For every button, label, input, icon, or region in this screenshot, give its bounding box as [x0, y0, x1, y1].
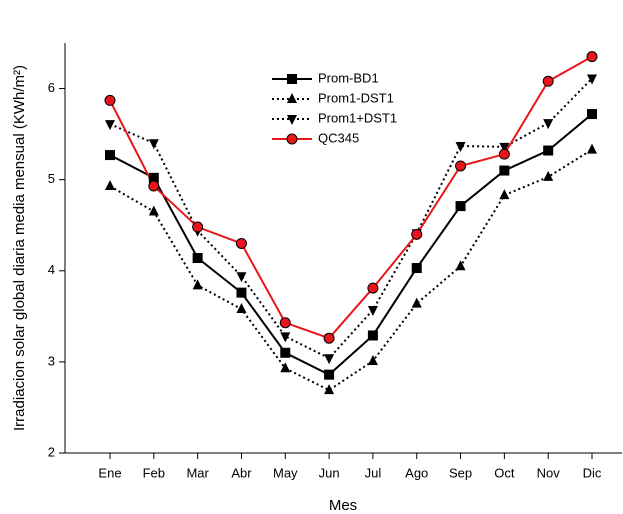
marker	[287, 74, 297, 84]
marker	[367, 282, 379, 294]
legend-label: QC345	[318, 130, 359, 145]
marker	[455, 141, 466, 152]
x-tick-label: May	[273, 465, 298, 480]
y-tick-label: 2	[48, 444, 55, 459]
marker	[587, 74, 597, 85]
y-tick-label: 5	[48, 171, 55, 186]
marker	[105, 180, 115, 191]
y-tick-label: 4	[48, 262, 55, 277]
marker	[192, 221, 204, 233]
marker	[287, 115, 297, 125]
marker	[411, 263, 422, 274]
marker	[499, 165, 510, 176]
marker	[455, 201, 466, 212]
series-line	[109, 148, 593, 392]
x-tick-label: Sep	[449, 465, 472, 480]
series-line	[109, 55, 593, 340]
marker	[235, 237, 247, 249]
marker	[148, 139, 159, 150]
legend-label: Prom1-DST1	[318, 90, 394, 105]
marker	[280, 332, 291, 343]
marker	[587, 109, 597, 120]
marker	[499, 189, 510, 200]
marker	[499, 142, 510, 153]
marker	[324, 369, 335, 380]
marker	[455, 160, 467, 172]
x-tick-label: Mar	[186, 465, 209, 480]
marker	[105, 120, 115, 131]
marker	[148, 205, 159, 216]
marker	[148, 180, 160, 192]
y-tick-label: 3	[48, 353, 55, 368]
marker	[287, 93, 297, 103]
x-axis-title: Mes	[329, 497, 357, 514]
marker	[280, 347, 291, 358]
marker	[587, 143, 597, 154]
y-tick-label: 6	[48, 80, 55, 95]
marker	[542, 75, 554, 87]
marker	[455, 260, 466, 271]
x-tick-label: Nov	[537, 465, 561, 480]
x-tick-label: Oct	[494, 465, 515, 480]
marker	[411, 297, 422, 308]
marker	[280, 362, 291, 373]
legend-label: Prom1+DST1	[318, 110, 397, 125]
x-tick-label: Ago	[405, 465, 428, 480]
marker	[324, 354, 335, 365]
x-tick-label: Abr	[231, 465, 252, 480]
marker	[148, 172, 159, 183]
marker	[192, 279, 203, 290]
x-tick-label: Jul	[365, 465, 382, 480]
x-tick-label: Feb	[143, 465, 165, 480]
y-axis-title: Irradiacion solar global diaria media me…	[11, 65, 28, 431]
series-line	[109, 113, 593, 376]
marker	[411, 228, 423, 240]
marker	[286, 133, 298, 145]
marker	[236, 272, 247, 283]
marker	[367, 330, 378, 341]
marker	[279, 317, 291, 329]
marker	[543, 145, 554, 156]
marker	[324, 384, 335, 395]
x-tick-label: Jun	[319, 465, 340, 480]
legend-label: Prom-BD1	[318, 70, 379, 85]
marker	[543, 170, 554, 181]
marker	[192, 253, 203, 264]
x-tick-label: Ene	[98, 465, 121, 480]
x-tick-label: Dic	[583, 465, 602, 480]
marker	[104, 94, 116, 106]
marker	[105, 150, 115, 161]
marker	[586, 51, 598, 63]
marker	[543, 119, 554, 130]
marker	[323, 332, 335, 344]
marker	[236, 303, 247, 314]
marker	[367, 354, 378, 365]
marker	[498, 148, 510, 160]
marker	[236, 287, 247, 298]
marker	[367, 305, 378, 316]
